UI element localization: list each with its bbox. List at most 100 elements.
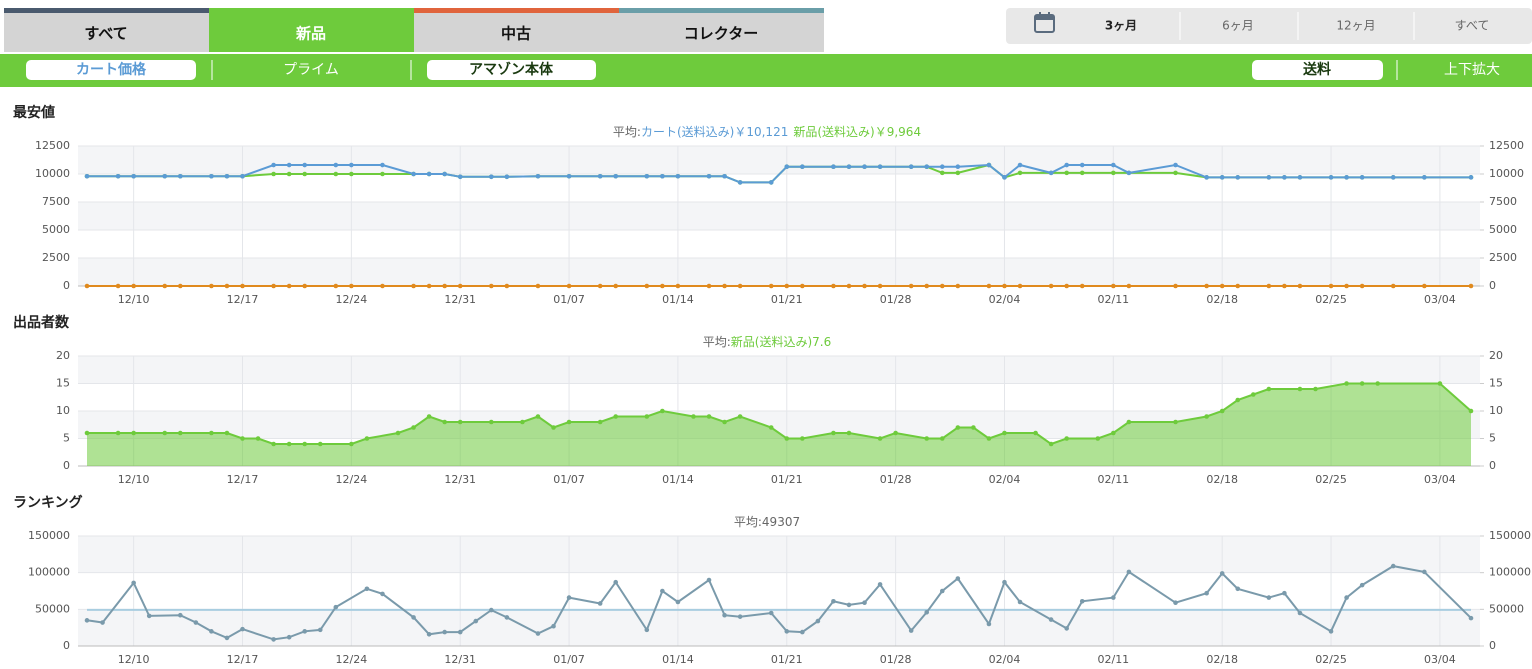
- point: [271, 171, 276, 177]
- point: [1002, 579, 1007, 585]
- point: [1126, 283, 1132, 289]
- x-tick-label: 12/31: [444, 653, 476, 666]
- point: [1359, 175, 1365, 180]
- filter-pill[interactable]: [26, 60, 196, 80]
- tab-label[interactable]: すべて: [84, 25, 127, 43]
- filter-shipping[interactable]: 送料: [1303, 61, 1331, 78]
- point: [1235, 586, 1241, 592]
- point: [1266, 175, 1272, 180]
- point: [1017, 170, 1023, 176]
- point: [1064, 436, 1069, 441]
- x-tick-label: 03/04: [1424, 473, 1456, 486]
- average-value: 49307: [762, 515, 800, 529]
- range-button[interactable]: すべて: [1455, 19, 1490, 33]
- point: [768, 610, 774, 616]
- filter-cart[interactable]: カート価格: [76, 61, 147, 78]
- point: [224, 430, 230, 436]
- point: [644, 173, 650, 179]
- point: [706, 173, 712, 179]
- point: [380, 171, 385, 177]
- point: [1297, 175, 1303, 180]
- point: [768, 180, 774, 185]
- point: [473, 618, 479, 624]
- point: [644, 627, 650, 633]
- point: [1390, 563, 1396, 569]
- filter-amazon[interactable]: アマゾン本体: [469, 61, 554, 78]
- chart-subtitle: 平均:49307: [734, 515, 800, 529]
- x-tick-label: 12/10: [118, 473, 150, 486]
- x-tick-label: 02/11: [1097, 473, 1129, 486]
- point: [1048, 617, 1054, 622]
- point: [1173, 419, 1178, 425]
- point: [349, 171, 354, 177]
- point: [1033, 430, 1038, 436]
- point: [597, 419, 603, 425]
- point: [255, 436, 261, 441]
- y2-tick-label: 10: [1489, 404, 1503, 417]
- calendar-icon: [1034, 12, 1055, 33]
- point: [380, 283, 385, 289]
- point: [209, 629, 214, 634]
- chart-title: 出品者数: [13, 314, 70, 331]
- tab-label[interactable]: コレクター: [684, 25, 758, 43]
- point: [442, 171, 447, 177]
- y2-tick-label: 0: [1489, 639, 1496, 652]
- range-button[interactable]: 3ヶ月: [1105, 19, 1137, 33]
- point: [831, 164, 836, 170]
- point: [939, 164, 945, 170]
- tab[interactable]: [209, 8, 414, 52]
- point: [84, 618, 90, 623]
- point: [426, 631, 432, 637]
- point: [178, 173, 183, 179]
- point: [737, 180, 743, 185]
- point: [84, 283, 90, 289]
- point: [551, 623, 556, 629]
- point: [1422, 569, 1427, 575]
- point: [1064, 162, 1069, 168]
- legend-average: ￥10,121: [734, 125, 788, 139]
- point: [986, 621, 992, 627]
- point: [1079, 170, 1085, 176]
- point: [1204, 590, 1209, 596]
- y2-tick-label: 7500: [1489, 195, 1517, 208]
- point: [1359, 381, 1365, 386]
- point: [784, 629, 790, 634]
- tab[interactable]: [619, 8, 824, 52]
- point: [924, 436, 930, 441]
- x-tick-label: 02/25: [1315, 293, 1347, 306]
- range-button[interactable]: 12ヶ月: [1336, 19, 1375, 33]
- tab-label[interactable]: 新品: [295, 25, 326, 43]
- point: [84, 430, 90, 436]
- point: [162, 173, 168, 179]
- point: [426, 171, 432, 177]
- point: [1126, 569, 1132, 575]
- tab[interactable]: [4, 8, 209, 52]
- filter-prime[interactable]: プライム: [283, 62, 339, 78]
- point: [597, 601, 603, 606]
- point: [317, 627, 323, 633]
- filter-pill[interactable]: [427, 60, 596, 80]
- x-tick-label: 12/17: [227, 653, 259, 666]
- point: [893, 430, 898, 436]
- point: [1328, 283, 1334, 289]
- y-tick-label: 0: [63, 639, 70, 652]
- point: [1359, 582, 1365, 588]
- tab-strip: [209, 8, 414, 13]
- x-tick-label: 12/24: [336, 473, 368, 486]
- point: [115, 173, 121, 179]
- legend-name: 新品(送料込み): [793, 124, 874, 139]
- tab[interactable]: [414, 8, 619, 52]
- filter-pill[interactable]: [1252, 60, 1383, 80]
- range-button[interactable]: 6ヶ月: [1222, 19, 1254, 33]
- point: [924, 609, 930, 615]
- x-tick-label: 01/28: [880, 293, 912, 306]
- legend-average: ￥9,964: [875, 125, 921, 139]
- point: [1048, 170, 1054, 176]
- point: [831, 283, 836, 289]
- point: [800, 629, 805, 635]
- point: [209, 173, 214, 179]
- tab-label[interactable]: 中古: [501, 25, 531, 43]
- filter-zoom[interactable]: 上下拡大: [1444, 62, 1500, 78]
- point: [411, 425, 416, 430]
- point: [457, 629, 463, 635]
